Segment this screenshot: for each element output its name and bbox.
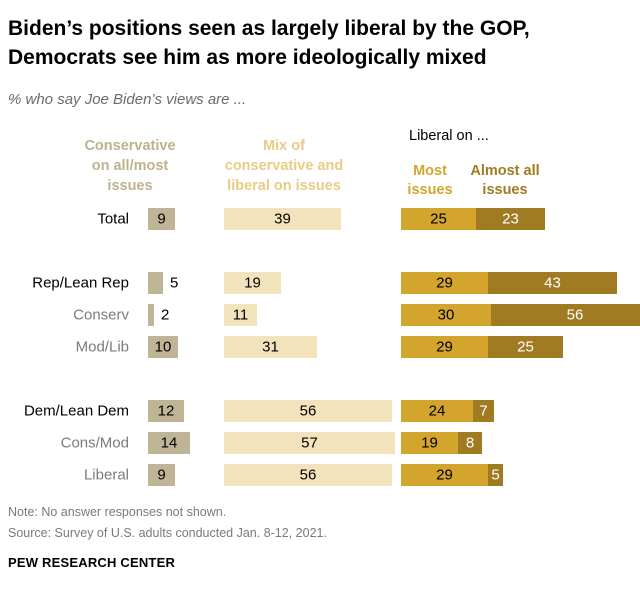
bar-conservative	[148, 432, 190, 454]
category-label: Liberal	[84, 467, 129, 484]
value-label-liberal-almost-all: 43	[544, 275, 561, 292]
value-label-mix: 11	[233, 307, 249, 324]
value-label-liberal-almost-all: 23	[502, 211, 519, 228]
value-label-conservative: 14	[161, 435, 178, 452]
value-label-mix: 56	[300, 403, 317, 420]
value-label-conservative: 12	[158, 403, 175, 420]
header-most-line: issues	[407, 182, 452, 198]
brand-logo-text: PEW RESEARCH CENTER	[8, 555, 176, 570]
bar-liberal-most	[401, 432, 458, 454]
bar-conservative	[148, 464, 175, 486]
bar-mix	[224, 400, 392, 422]
value-label-conservative: 5	[170, 275, 178, 292]
bar-liberal-most	[401, 208, 476, 230]
header-mix-line: conservative and	[225, 158, 343, 174]
bar-mix	[224, 304, 257, 326]
bar-mix	[224, 272, 281, 294]
category-label: Rep/Lean Rep	[32, 275, 129, 292]
value-label-conservative: 10	[155, 339, 172, 356]
value-label-mix: 31	[262, 339, 279, 356]
header-conservative-line: issues	[107, 178, 152, 194]
chart-subtitle: % who say Joe Biden’s views are ...	[8, 91, 247, 108]
bar-conservative	[148, 304, 154, 326]
bar-liberal-most	[401, 464, 488, 486]
bar-liberal-almost-all	[488, 336, 563, 358]
value-label-liberal-most: 25	[430, 211, 447, 228]
footnote: Note: No answer responses not shown.	[8, 505, 227, 519]
category-label: Mod/Lib	[76, 339, 129, 356]
bar-liberal-most	[401, 336, 488, 358]
value-label-liberal-almost-all: 8	[466, 435, 474, 452]
value-label-liberal-most: 29	[436, 467, 453, 484]
bar-liberal-almost-all	[488, 272, 617, 294]
bar-conservative	[148, 336, 178, 358]
header-almost-all-line: Almost all	[470, 163, 539, 179]
category-label: Conserv	[73, 307, 129, 324]
value-label-liberal-most: 30	[438, 307, 455, 324]
chart-title-line-1: Biden’s positions seen as largely libera…	[8, 17, 530, 40]
bar-liberal-most	[401, 400, 473, 422]
value-label-liberal-almost-all: 25	[517, 339, 534, 356]
header-almost-all-line: issues	[482, 182, 527, 198]
bar-liberal-most	[401, 304, 491, 326]
bar-liberal-almost-all	[476, 208, 545, 230]
chart-title: Biden’s positions seen as largely libera…	[8, 14, 633, 72]
value-label-conservative: 9	[157, 467, 165, 484]
header-liberal-group: Liberal on ...	[409, 128, 489, 144]
chart-title-line-2: Democrats see him as more ideologically …	[8, 46, 487, 69]
category-label: Total	[97, 211, 129, 228]
value-label-liberal-most: 29	[436, 339, 453, 356]
bar-conservative	[148, 208, 175, 230]
bar-liberal-most	[401, 272, 488, 294]
category-label: Cons/Mod	[61, 435, 129, 452]
bar-mix	[224, 336, 317, 358]
bar-conservative	[148, 272, 163, 294]
value-label-liberal-almost-all: 56	[567, 307, 584, 324]
value-label-liberal-almost-all: 7	[479, 403, 487, 420]
bar-mix	[224, 432, 395, 454]
header-most-line: Most	[413, 163, 447, 179]
bar-liberal-almost-all	[473, 400, 494, 422]
bar-mix	[224, 464, 392, 486]
value-label-liberal-almost-all: 5	[491, 467, 499, 484]
header-conservative-line: on all/most	[92, 158, 169, 174]
header-mix-line: liberal on issues	[227, 178, 341, 194]
category-label: Dem/Lean Dem	[24, 403, 129, 420]
value-label-liberal-most: 19	[421, 435, 438, 452]
value-label-liberal-most: 24	[429, 403, 446, 420]
value-label-mix: 39	[274, 211, 291, 228]
bar-liberal-almost-all	[488, 464, 503, 486]
value-label-mix: 57	[301, 435, 318, 452]
bar-liberal-almost-all	[458, 432, 482, 454]
value-label-mix: 56	[300, 467, 317, 484]
bar-liberal-almost-all	[491, 304, 640, 326]
bar-mix	[224, 208, 341, 230]
value-label-conservative: 2	[161, 307, 169, 324]
bar-conservative	[148, 400, 184, 422]
value-label-mix: 19	[244, 275, 261, 292]
header-mix-line: Mix of	[263, 138, 305, 154]
value-label-liberal-most: 29	[436, 275, 453, 292]
value-label-conservative: 9	[157, 211, 165, 228]
source-line: Source: Survey of U.S. adults conducted …	[8, 526, 327, 540]
header-conservative-line: Conservative	[84, 138, 175, 154]
